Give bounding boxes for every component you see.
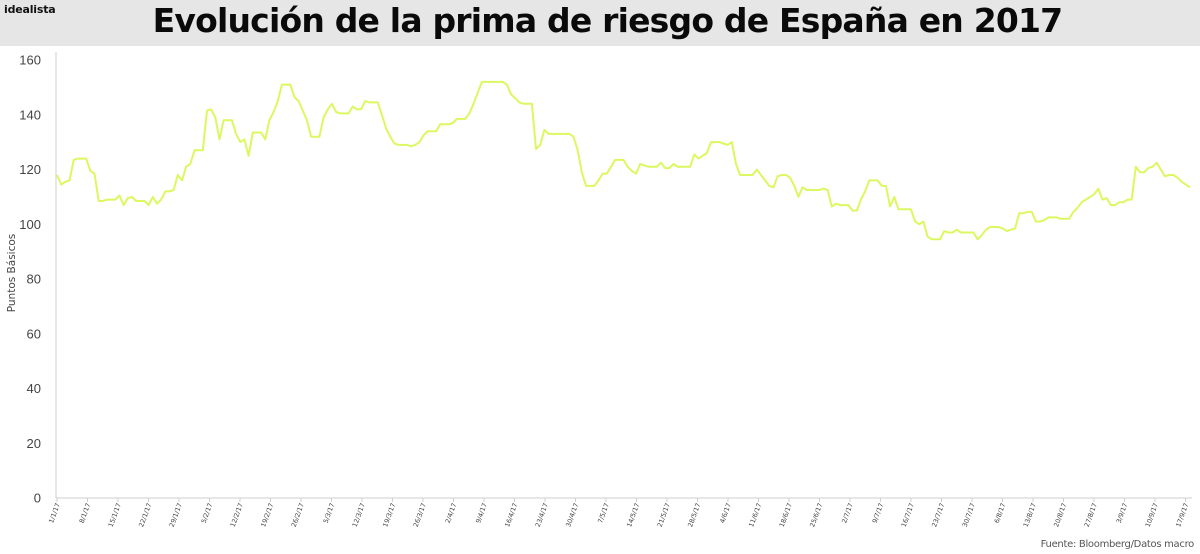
y-axis-label: Puntos Básicos [6, 234, 18, 313]
x-tick-label: 30/4/17 [564, 502, 580, 528]
x-tick-label: 2/7/17 [840, 502, 855, 524]
y-tick-label: 120 [19, 162, 41, 177]
x-tick-label: 22/1/17 [137, 502, 153, 528]
y-tick-label: 0 [34, 491, 41, 506]
x-tick-label: 20/8/17 [1052, 502, 1068, 528]
x-tick-label: 17/9/17 [1174, 502, 1190, 528]
y-tick-label: 40 [27, 381, 41, 396]
y-tick-label: 160 [19, 53, 41, 68]
x-tick-label: 2/4/17 [444, 502, 459, 524]
x-tick-label: 10/9/17 [1144, 502, 1160, 528]
chart-title: Evolución de la prima de riesgo de Españ… [152, 1, 1063, 40]
y-axis-ticks: 0 20 40 60 80 100 120 140 160 [19, 53, 41, 506]
x-tick-label: 8/1/17 [78, 502, 93, 524]
x-tick-label: 18/6/17 [778, 502, 794, 528]
x-tick-label: 26/2/17 [290, 502, 306, 528]
x-tick-label: 3/9/17 [1115, 502, 1130, 524]
header-band [0, 0, 1200, 46]
y-tick-label: 100 [19, 217, 41, 232]
x-tick-label: 30/7/17 [961, 502, 977, 528]
x-tick-label: 19/2/17 [259, 502, 275, 528]
x-tick-label: 26/3/17 [412, 502, 428, 528]
x-tick-label: 25/6/17 [808, 502, 824, 528]
x-tick-label: 14/5/17 [625, 502, 641, 528]
x-tick-label: 12/3/17 [351, 502, 367, 528]
brand-logo: idealista [4, 3, 56, 16]
x-tick-label: 4/6/17 [718, 502, 733, 524]
x-tick-label: 16/7/17 [900, 502, 916, 528]
y-tick-label: 20 [27, 436, 41, 451]
x-tick-label: 5/3/17 [322, 502, 337, 524]
x-tick-label: 19/3/17 [381, 502, 397, 528]
source-note: Fuente: Bloomberg/Datos macro [1040, 539, 1195, 550]
x-tick-label: 15/1/17 [107, 502, 123, 528]
x-tick-label: 5/2/17 [200, 502, 215, 524]
series-line [56, 80, 1191, 241]
x-tick-label: 16/4/17 [503, 502, 519, 528]
x-axis-ticks: 1/1/17 8/1/17 15/1/17 22/1/17 29/1/17 5/2/17 1… [47, 498, 1190, 528]
x-tick-label: 23/7/17 [930, 502, 946, 528]
x-tick-label: 23/4/17 [534, 502, 550, 528]
x-tick-label: 7/5/17 [596, 502, 611, 524]
y-tick-label: 60 [27, 326, 41, 341]
x-tick-label: 12/2/17 [229, 502, 245, 528]
x-tick-label: 9/4/17 [474, 502, 489, 524]
y-tick-label: 80 [27, 272, 41, 287]
x-tick-label: 21/5/17 [656, 502, 672, 528]
x-tick-label: 6/8/17 [993, 502, 1008, 524]
x-tick-label: 9/7/17 [871, 502, 886, 524]
x-tick-label: 13/8/17 [1022, 502, 1038, 528]
x-tick-label: 29/1/17 [168, 502, 184, 528]
y-tick-label: 140 [19, 107, 41, 122]
x-tick-label: 11/6/17 [747, 502, 763, 528]
x-tick-label: 28/5/17 [686, 502, 702, 528]
x-tick-label: 1/1/17 [47, 502, 62, 524]
x-tick-label: 27/8/17 [1083, 502, 1099, 528]
